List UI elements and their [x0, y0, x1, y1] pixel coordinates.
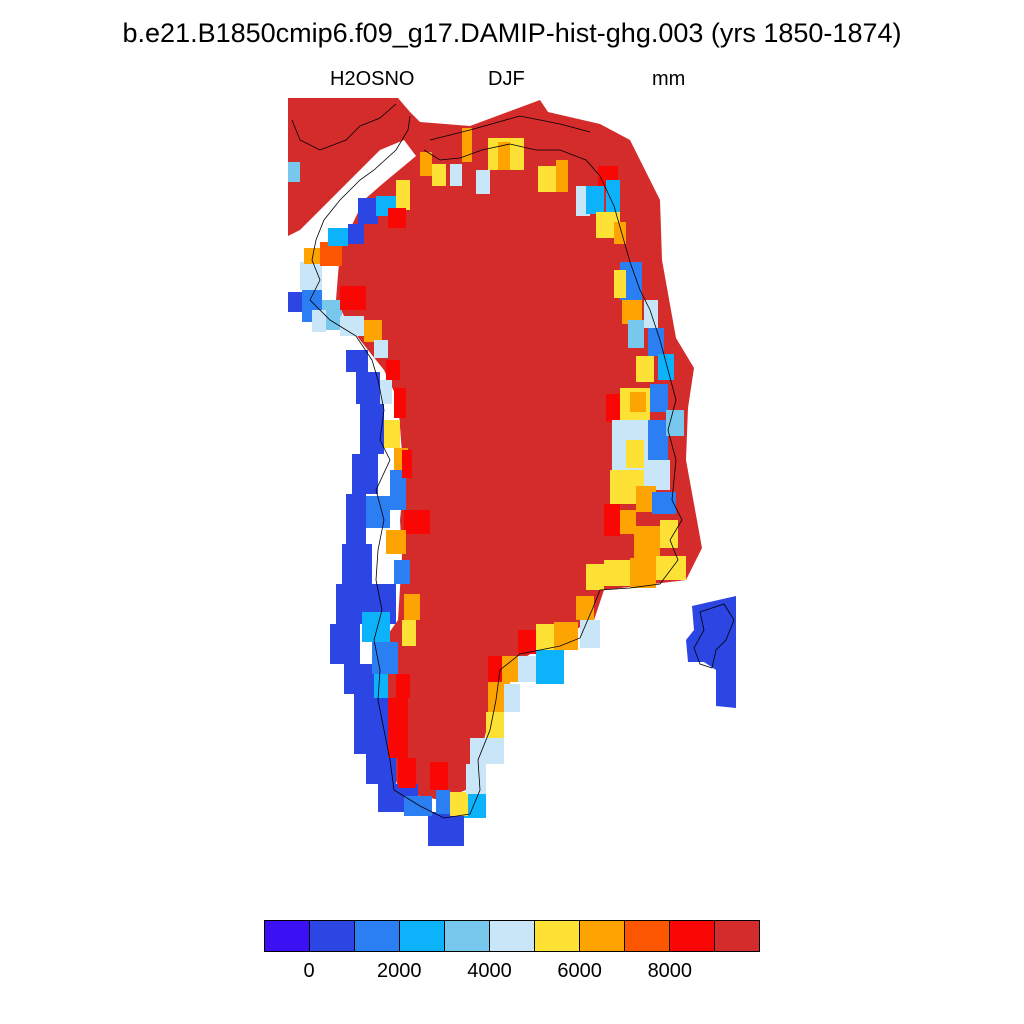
colorbar-box-7 [580, 921, 625, 951]
colorbar-tick-label: 4000 [467, 960, 512, 982]
colorbar [264, 920, 760, 952]
colorbar-box-5 [490, 921, 535, 951]
coastal-cells-east [420, 128, 686, 794]
eastern-island [686, 596, 736, 708]
colorbar-box-6 [535, 921, 580, 951]
map-title: b.e21.B1850cmip6.f09_g17.DAMIP-hist-ghg.… [122, 18, 902, 48]
coastline [291, 103, 735, 819]
colorbar-box-1 [310, 921, 355, 951]
colorbar-tick-label: 6000 [557, 960, 602, 982]
ice-sheet-field [288, 98, 702, 800]
colorbar-tick-label: 2000 [377, 960, 422, 982]
colorbar-box-9 [670, 921, 715, 951]
colorbar-tick-label: 8000 [647, 960, 693, 982]
variable-label: H2OSNO [330, 68, 415, 90]
units-label: mm [652, 68, 686, 90]
colorbar-box-2 [355, 921, 400, 951]
colorbar-box-0 [265, 921, 310, 951]
colorbar-box-8 [625, 921, 670, 951]
colorbar-box-3 [400, 921, 445, 951]
colorbar-tick-label: 0 [303, 960, 315, 982]
season-label: DJF [488, 68, 525, 90]
colorbar-box-4 [445, 921, 490, 951]
colorbar-box-10 [715, 921, 759, 951]
